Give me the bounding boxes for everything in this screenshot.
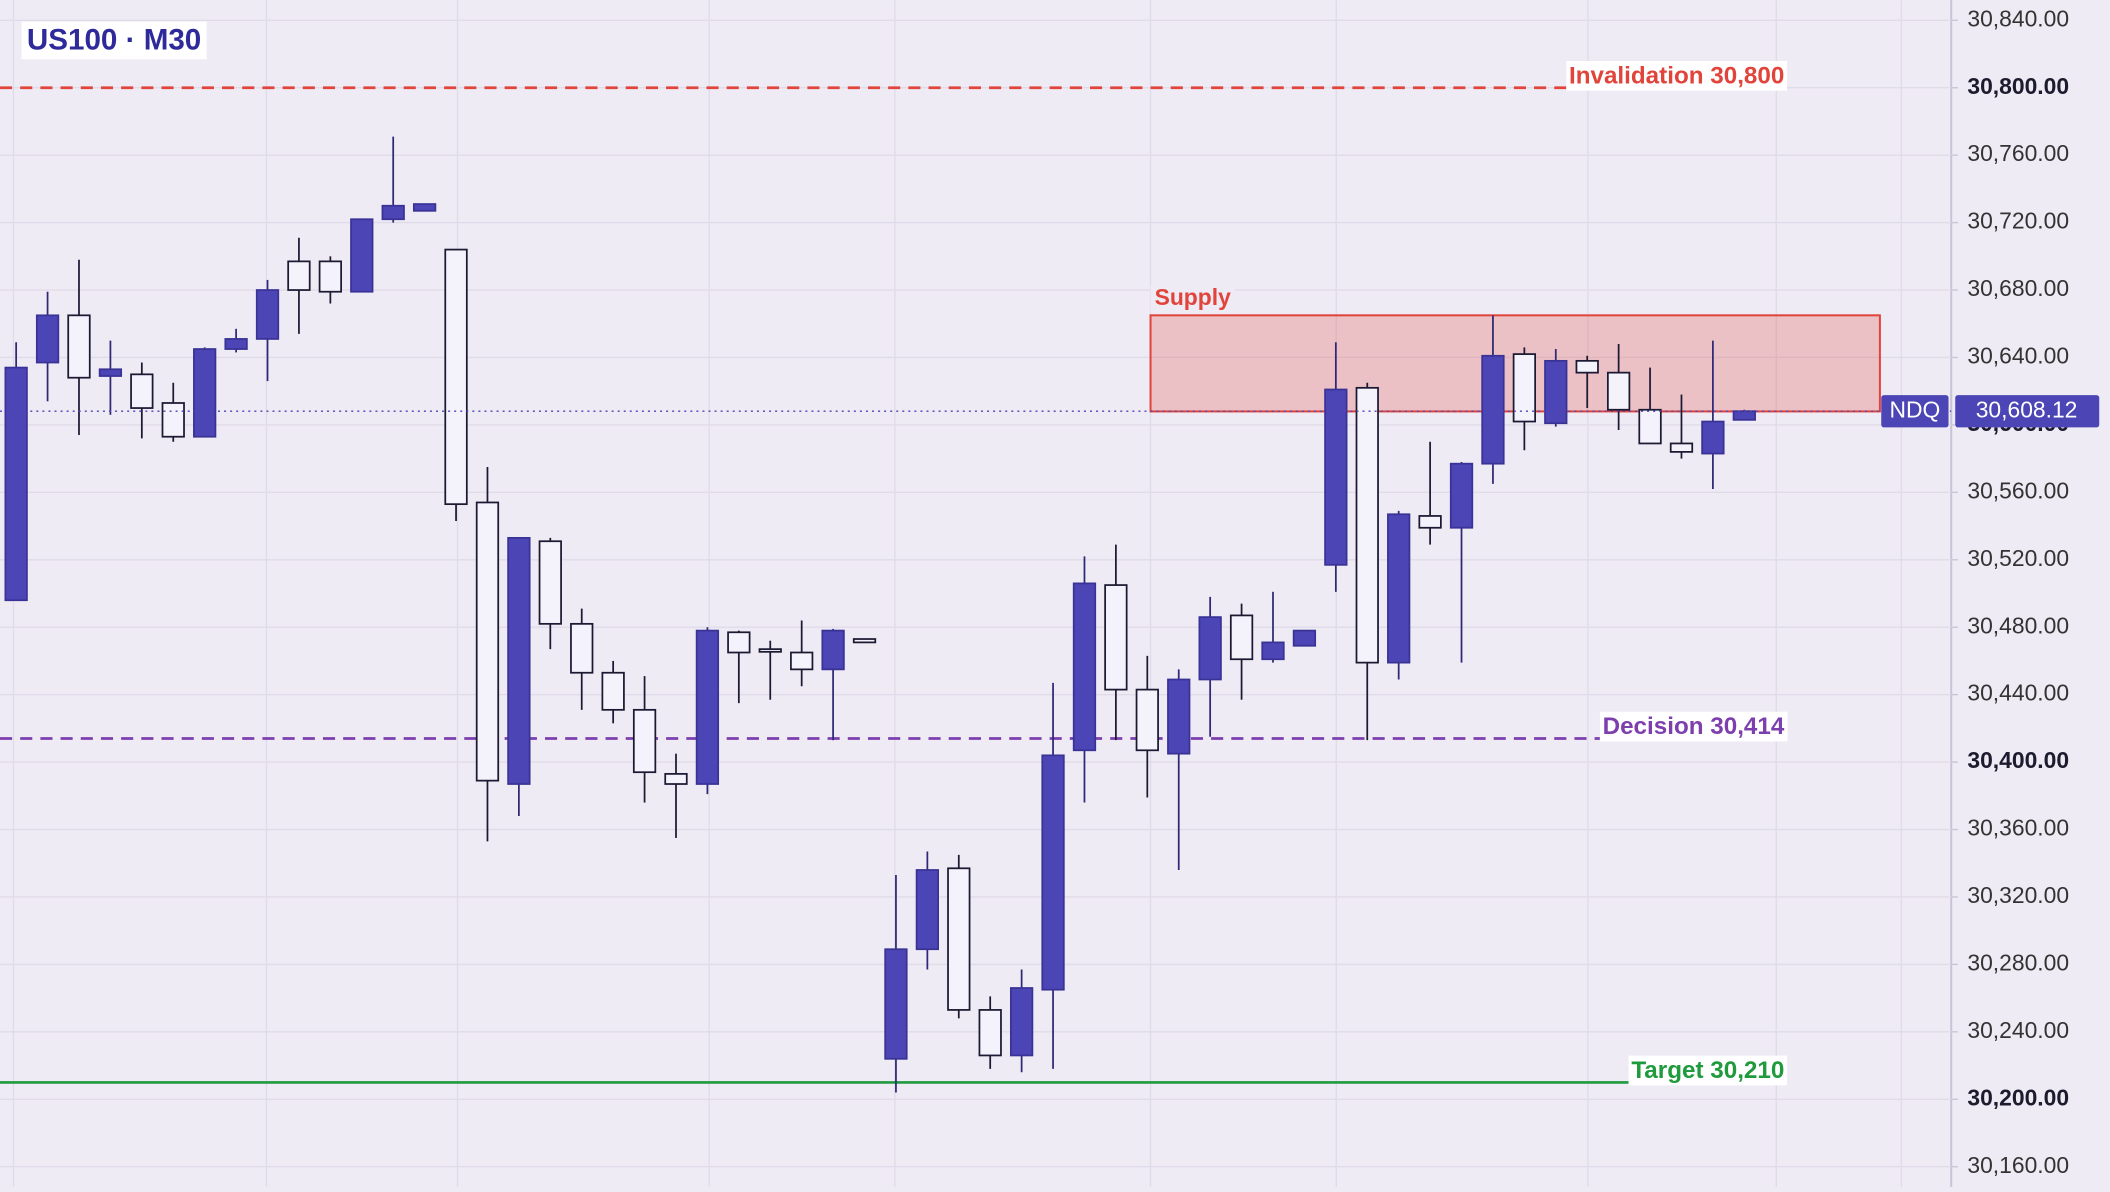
y-tick-label: 30,560.00 xyxy=(1967,477,2069,503)
candle-body xyxy=(255,289,280,340)
y-tick-label: 30,200.00 xyxy=(1967,1084,2069,1110)
candle-body xyxy=(1229,614,1254,661)
candle-body xyxy=(1135,688,1159,752)
candle-body xyxy=(632,708,657,774)
candle-body xyxy=(601,671,625,711)
candle-body xyxy=(695,629,720,785)
candle-body xyxy=(1701,420,1725,455)
y-tick-label: 30,240.00 xyxy=(1967,1017,2069,1043)
vertical-grid xyxy=(12,0,1903,1187)
candle-body xyxy=(1606,371,1631,411)
candle-body xyxy=(67,314,91,379)
candle-body xyxy=(350,218,374,293)
candle-body xyxy=(287,260,311,291)
y-tick-label: 30,640.00 xyxy=(1967,343,2069,369)
candle-body xyxy=(1072,582,1097,752)
candle-body xyxy=(1261,641,1285,661)
candle-body xyxy=(1512,353,1537,423)
candle-body xyxy=(130,373,154,409)
title-bg xyxy=(21,21,207,60)
candle-body xyxy=(4,366,28,602)
y-tick-label: 30,840.00 xyxy=(1967,5,2069,31)
level-label: Invalidation 30,800 xyxy=(1569,62,1784,89)
candle-body xyxy=(538,540,562,625)
candle-body xyxy=(1449,462,1474,529)
candle-body xyxy=(1732,410,1756,421)
candle-body xyxy=(1575,359,1599,374)
y-tick-label: 30,760.00 xyxy=(1967,140,2069,166)
candle-body xyxy=(161,402,185,438)
level-label-bg xyxy=(1628,1055,1788,1086)
level-label: Target 30,210 xyxy=(1631,1057,1784,1084)
candle-body xyxy=(1009,987,1034,1057)
candle-body xyxy=(1638,408,1662,445)
candle-body xyxy=(1104,584,1128,691)
candle-body xyxy=(915,869,940,951)
y-tick-label: 30,160.00 xyxy=(1967,1152,2069,1178)
candle-body xyxy=(318,260,343,293)
symbol-tag-bg xyxy=(1881,395,1949,428)
chart-title: US100 · M30 xyxy=(27,24,201,57)
candle-body xyxy=(1481,354,1505,465)
candle-body xyxy=(1669,442,1694,453)
level-label-bg xyxy=(1566,61,1788,91)
candle-body xyxy=(727,631,751,654)
candle-body xyxy=(570,622,594,674)
y-tick-label: 30,520.00 xyxy=(1967,545,2069,571)
y-tick-label: 30,480.00 xyxy=(1967,612,2069,638)
level-label: Decision 30,414 xyxy=(1603,713,1785,740)
candle-body xyxy=(884,948,908,1060)
candle-body xyxy=(821,629,845,671)
y-tick-label: 30,800.00 xyxy=(1967,73,2069,99)
candle-body xyxy=(1167,678,1191,755)
zone-label: Supply xyxy=(1155,284,1231,310)
candle-body xyxy=(1355,386,1379,664)
y-tick-label: 30,400.00 xyxy=(1967,747,2069,773)
candle-body xyxy=(790,651,814,671)
candle-body xyxy=(758,648,782,653)
candle-body xyxy=(381,204,405,221)
candle-body xyxy=(978,1009,1002,1057)
y-tick-label: 30,720.00 xyxy=(1967,208,2069,234)
y-tick-label: 30,320.00 xyxy=(1967,882,2069,908)
candle-body xyxy=(1418,515,1442,529)
candle-body xyxy=(1198,616,1222,681)
y-tick-label: 30,360.00 xyxy=(1967,815,2069,841)
level-label-bg xyxy=(1599,711,1788,742)
candle-body xyxy=(475,501,500,782)
y-tick-label: 30,280.00 xyxy=(1967,949,2069,975)
symbol-tag: NDQ xyxy=(1889,396,1940,422)
candle-body xyxy=(664,773,688,785)
candle-body xyxy=(852,638,877,644)
zone-label-bg xyxy=(1150,285,1236,313)
candle-body xyxy=(444,248,468,506)
candle-body xyxy=(224,338,248,350)
candle-body xyxy=(412,203,437,212)
candle-body xyxy=(947,867,971,1011)
candle-body xyxy=(1041,754,1065,991)
candle-body xyxy=(1387,513,1411,664)
candle-body xyxy=(98,368,123,377)
candle-body xyxy=(1324,388,1348,566)
last-price-label: 30,608.12 xyxy=(1976,396,2078,422)
candle-body xyxy=(507,536,531,785)
y-tick-label: 30,440.00 xyxy=(1967,680,2069,706)
candle-body xyxy=(1292,629,1317,647)
candle-body xyxy=(193,348,217,438)
last-price-bg xyxy=(1955,395,2100,428)
candle-body xyxy=(1544,359,1568,425)
y-tick-label: 30,680.00 xyxy=(1967,275,2069,301)
candle-body xyxy=(35,314,60,364)
